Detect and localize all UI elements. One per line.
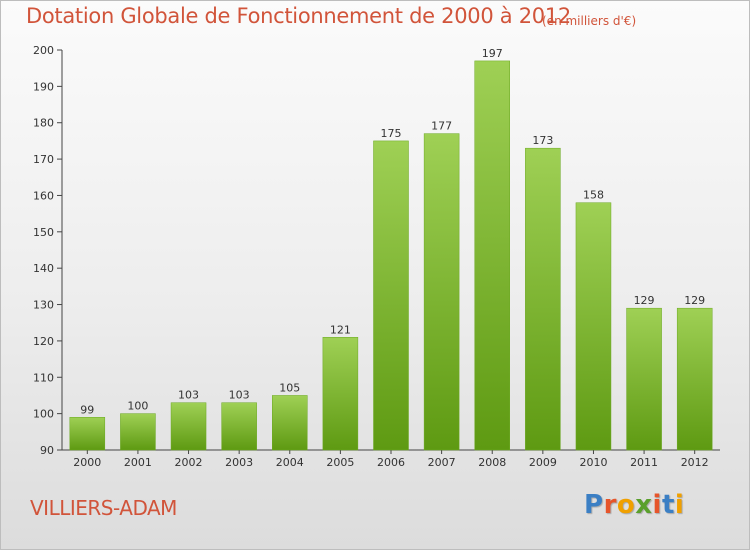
y-tick-label: 190 <box>33 80 54 93</box>
data-label: 197 <box>482 47 503 60</box>
bar <box>272 395 308 451</box>
bar <box>170 402 207 451</box>
data-label: 105 <box>279 381 300 394</box>
logo-letter: x <box>635 490 653 520</box>
bar <box>474 60 510 451</box>
y-tick-label: 150 <box>33 226 54 239</box>
x-tick-label: 2003 <box>225 456 253 469</box>
data-label: 177 <box>431 120 452 133</box>
data-label: 129 <box>634 294 655 307</box>
x-tick-label: 2006 <box>377 456 405 469</box>
bar <box>626 307 662 451</box>
x-tick-label: 2000 <box>73 456 101 469</box>
x-tick-label: 2008 <box>478 456 506 469</box>
y-tick-label: 120 <box>33 335 54 348</box>
y-tick-label: 110 <box>33 371 54 384</box>
data-label: 103 <box>229 389 250 402</box>
bar <box>322 337 359 451</box>
data-label: 100 <box>127 400 148 413</box>
y-tick-label: 130 <box>33 299 54 312</box>
y-tick-label: 160 <box>33 189 54 202</box>
x-tick-label: 2001 <box>124 456 152 469</box>
x-tick-label: 2004 <box>276 456 304 469</box>
x-tick-label: 2012 <box>681 456 709 469</box>
logo-letter: P <box>584 490 604 520</box>
y-tick-label: 200 <box>33 44 54 57</box>
logo-letter: o <box>616 490 636 520</box>
y-tick-label: 180 <box>33 117 54 130</box>
logo-letter: i <box>652 490 662 520</box>
logo-letter: r <box>603 490 617 520</box>
y-tick-label: 140 <box>33 262 54 275</box>
bar <box>221 402 257 451</box>
bar <box>676 307 713 451</box>
logo-letter: t <box>661 490 675 520</box>
data-label: 158 <box>583 189 604 202</box>
bar <box>69 417 106 451</box>
data-label: 103 <box>178 389 199 402</box>
y-tick-label: 90 <box>40 444 54 457</box>
data-label: 121 <box>330 323 351 336</box>
x-tick-label: 2011 <box>630 456 658 469</box>
x-tick-label: 2010 <box>579 456 607 469</box>
logo-letter: i <box>674 490 685 520</box>
y-tick-label: 100 <box>33 408 54 421</box>
bar <box>373 140 409 451</box>
data-label: 173 <box>532 134 553 147</box>
chart-title: Dotation Globale de Fonctionnement de 20… <box>26 4 571 28</box>
x-tick-label: 2009 <box>529 456 557 469</box>
y-tick-label: 170 <box>33 153 54 166</box>
bar <box>575 202 612 451</box>
bar <box>423 133 460 451</box>
bar <box>120 413 156 451</box>
bar <box>525 147 561 451</box>
data-label: 129 <box>684 294 705 307</box>
x-tick-label: 2002 <box>175 456 203 469</box>
chart-labels: 90 100 110 120 130 140 150 160 170 180 190 200 2000 9… <box>33 44 709 469</box>
chart-bars <box>69 60 713 451</box>
x-tick-label: 2007 <box>428 456 456 469</box>
chart-unit: (en milliers d'€) <box>542 14 637 28</box>
x-tick-label: 2005 <box>326 456 354 469</box>
data-label: 99 <box>80 403 94 416</box>
commune-name: VILLIERS-ADAM <box>30 496 177 520</box>
data-label: 175 <box>381 127 402 140</box>
proxiti-logo: Proxiti <box>584 490 684 520</box>
